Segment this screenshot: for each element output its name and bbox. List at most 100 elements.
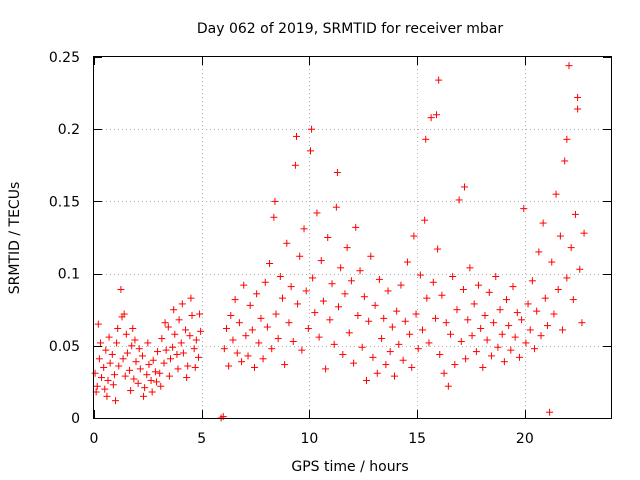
data-point xyxy=(121,372,129,380)
data-point xyxy=(481,311,489,319)
data-point xyxy=(447,330,455,338)
data-point xyxy=(322,365,330,373)
data-point xyxy=(100,363,108,371)
data-point xyxy=(378,335,386,343)
data-point xyxy=(388,323,396,331)
data-point xyxy=(250,363,258,371)
data-point xyxy=(122,330,130,338)
data-point xyxy=(511,333,519,341)
data-point xyxy=(178,300,186,308)
data-point xyxy=(531,345,539,353)
data-point xyxy=(103,392,111,400)
data-point xyxy=(492,272,500,280)
data-point xyxy=(414,345,422,353)
data-point xyxy=(371,301,379,309)
data-point xyxy=(173,350,181,358)
data-point xyxy=(548,258,556,266)
x-tick-label: 15 xyxy=(408,431,426,447)
data-point xyxy=(311,309,319,317)
data-point xyxy=(578,319,586,327)
data-point xyxy=(285,319,293,327)
data-point xyxy=(507,346,515,354)
data-point xyxy=(382,361,390,369)
data-point xyxy=(574,93,582,101)
data-point xyxy=(334,303,342,311)
data-point xyxy=(274,335,282,343)
data-point xyxy=(526,326,534,334)
data-point xyxy=(436,350,444,358)
x-tick-label: 0 xyxy=(90,431,99,447)
data-point xyxy=(574,105,582,113)
data-point xyxy=(535,248,543,256)
data-point xyxy=(363,376,371,384)
data-point xyxy=(161,319,169,327)
data-point xyxy=(391,372,399,380)
data-point xyxy=(429,278,437,286)
data-point xyxy=(138,352,146,360)
data-point xyxy=(143,371,151,379)
y-tick-label: 0.1 xyxy=(58,267,80,283)
data-point xyxy=(494,343,502,351)
data-point xyxy=(350,359,358,367)
data-point xyxy=(554,285,562,293)
data-point xyxy=(283,239,291,247)
data-point xyxy=(421,216,429,224)
data-point xyxy=(196,310,204,318)
data-point xyxy=(309,274,317,282)
data-point xyxy=(546,408,554,416)
data-point xyxy=(171,330,179,338)
data-point xyxy=(126,366,134,374)
data-point xyxy=(315,333,323,341)
data-point xyxy=(422,135,430,143)
data-point xyxy=(524,300,532,308)
data-point xyxy=(179,349,187,357)
data-point xyxy=(487,352,495,360)
data-point xyxy=(513,309,521,317)
data-point xyxy=(406,330,414,338)
data-point xyxy=(380,314,388,322)
y-tick-label: 0.25 xyxy=(49,50,80,66)
data-point xyxy=(434,245,442,253)
data-point xyxy=(263,323,271,331)
data-point xyxy=(94,320,102,328)
data-point xyxy=(225,362,233,370)
data-point xyxy=(170,306,178,314)
data-point xyxy=(461,183,469,191)
data-point xyxy=(164,323,172,331)
data-point xyxy=(550,310,558,318)
data-point xyxy=(440,369,448,377)
data-point xyxy=(292,132,300,140)
data-point xyxy=(165,372,173,380)
data-point xyxy=(561,157,569,165)
data-point xyxy=(187,294,195,302)
data-point xyxy=(158,335,166,343)
data-point xyxy=(324,234,332,241)
data-point xyxy=(576,265,584,273)
data-point xyxy=(345,329,353,337)
data-point xyxy=(175,316,183,324)
data-point xyxy=(308,125,316,133)
data-point xyxy=(231,296,239,304)
data-point xyxy=(319,297,327,305)
data-point xyxy=(509,283,517,291)
data-point xyxy=(149,356,157,364)
data-point xyxy=(157,382,165,390)
data-point xyxy=(518,316,526,324)
data-point xyxy=(341,290,349,298)
data-point xyxy=(276,272,284,280)
data-point xyxy=(369,353,377,361)
data-point xyxy=(375,275,383,283)
data-point xyxy=(563,135,571,143)
x-axis-title: GPS time / hours xyxy=(291,459,408,475)
data-point xyxy=(571,210,579,218)
data-point xyxy=(248,326,256,334)
data-point xyxy=(129,324,137,332)
data-point xyxy=(302,287,310,295)
data-point xyxy=(130,375,138,383)
data-point xyxy=(425,339,433,347)
data-point xyxy=(261,278,269,286)
data-point xyxy=(472,348,480,356)
data-point xyxy=(141,384,149,392)
y-tick-label: 0.15 xyxy=(49,194,80,210)
